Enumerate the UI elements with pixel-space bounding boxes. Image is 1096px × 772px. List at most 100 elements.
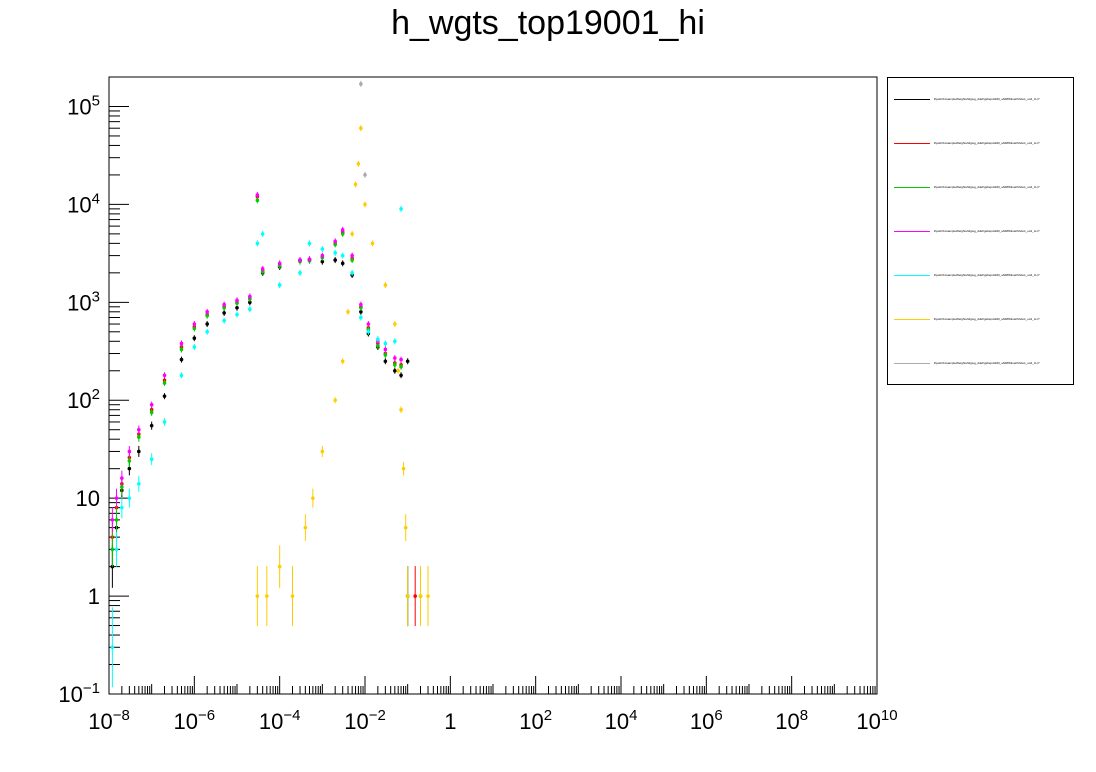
data-point bbox=[350, 253, 354, 258]
data-point bbox=[340, 261, 345, 266]
data-point bbox=[120, 476, 124, 480]
data-point bbox=[333, 398, 337, 403]
data-point bbox=[192, 322, 197, 326]
tick-labels: 10−8 10−6 10−4 10−2 1 102 104 106 108 1010 10−1 1 10… bbox=[58, 92, 897, 734]
data-point bbox=[418, 594, 423, 598]
legend-swatch bbox=[894, 319, 930, 320]
data-point bbox=[383, 347, 388, 352]
data-point bbox=[162, 373, 167, 378]
data-point bbox=[303, 525, 308, 530]
data-point bbox=[290, 594, 295, 598]
data-point bbox=[260, 266, 265, 271]
data-point bbox=[120, 505, 124, 510]
data-point bbox=[248, 300, 252, 305]
legend-swatch bbox=[894, 231, 930, 232]
data-point bbox=[350, 271, 354, 275]
data-point bbox=[149, 410, 154, 415]
data-point bbox=[162, 394, 167, 398]
data-point bbox=[307, 257, 312, 262]
data-point bbox=[399, 357, 403, 362]
data-point bbox=[399, 407, 403, 412]
data-point bbox=[401, 466, 406, 471]
x-tick-label: 102 bbox=[519, 707, 552, 734]
data-point bbox=[137, 427, 141, 432]
data-point bbox=[149, 423, 154, 428]
data-point bbox=[383, 353, 388, 357]
chart-title: h_wgts_top19001_hi bbox=[391, 4, 705, 42]
data-point bbox=[277, 564, 282, 569]
data-point bbox=[127, 459, 132, 463]
legend-entry: lhpeb/rbcsampleWeights/tdgwg_ddef/gsbepd… bbox=[894, 271, 1069, 281]
data-series bbox=[255, 125, 430, 627]
legend-entry: lhpeb/rbcsampleWeights/tdgwg_ddef/gsbepd… bbox=[894, 359, 1069, 369]
legend-entry: lhpeb/rbcsampleWeights/tdgwg_ddef/gsbepd… bbox=[894, 139, 1069, 149]
data-point bbox=[120, 485, 124, 489]
data-point bbox=[162, 381, 167, 385]
data-point bbox=[248, 307, 252, 312]
data-point bbox=[383, 359, 388, 364]
legend: lhpeb/rbcsampleWeights/tdgwg_ddef/gsbepd… bbox=[887, 77, 1074, 385]
data-point bbox=[359, 302, 363, 307]
data-point bbox=[359, 310, 363, 314]
data-series bbox=[110, 193, 417, 627]
data-point bbox=[353, 182, 358, 187]
data-point bbox=[399, 364, 403, 369]
data-point bbox=[149, 457, 154, 461]
data-point bbox=[307, 241, 312, 246]
data-point bbox=[363, 173, 367, 177]
data-point bbox=[359, 82, 363, 86]
axis-ticks bbox=[108, 76, 878, 695]
data-point bbox=[192, 336, 197, 341]
data-point bbox=[399, 373, 403, 378]
data-point bbox=[311, 496, 315, 500]
data-point bbox=[340, 253, 345, 258]
data-point bbox=[376, 343, 380, 348]
data-point bbox=[149, 402, 154, 407]
data-point bbox=[359, 126, 363, 131]
data-point bbox=[403, 525, 408, 530]
data-point bbox=[366, 329, 371, 334]
data-point bbox=[405, 594, 410, 598]
data-point bbox=[320, 259, 325, 264]
data-point bbox=[127, 449, 132, 454]
data-point bbox=[370, 241, 375, 246]
data-point bbox=[110, 645, 115, 650]
data-point bbox=[235, 312, 239, 317]
legend-label: lhpeb/rbcsampleWeights/tdgwg_ddef/gsbepd… bbox=[934, 317, 1040, 321]
data-point bbox=[260, 232, 265, 236]
data-point bbox=[127, 466, 132, 471]
y-tick-label: 105 bbox=[67, 92, 100, 119]
data-point bbox=[179, 373, 184, 378]
data-point bbox=[205, 313, 209, 318]
data-series bbox=[110, 191, 410, 627]
y-tick-label: 103 bbox=[67, 288, 100, 315]
legend-label: lhpeb/rbcsampleWeights/tdgwg_ddef/gsbepd… bbox=[934, 185, 1040, 189]
data-point bbox=[340, 228, 345, 232]
legend-entry: lhpeb/rbcsampleWeights/tdgwg_ddef/gsbepd… bbox=[894, 183, 1069, 193]
data-point bbox=[320, 449, 325, 454]
data-series bbox=[110, 256, 410, 588]
x-tick-label: 104 bbox=[605, 707, 638, 734]
data-point bbox=[350, 258, 354, 262]
data-point bbox=[137, 449, 141, 454]
data-point bbox=[248, 294, 252, 299]
data-point bbox=[137, 482, 141, 486]
data-point bbox=[277, 261, 282, 266]
data-point bbox=[363, 202, 367, 207]
data-point bbox=[260, 269, 265, 274]
legend-entry: lhpeb/rbcsampleWeights/tdgwg_ddef/gsbepd… bbox=[894, 95, 1069, 105]
legend-entry: lhpeb/rbcsampleWeights/tdgwg_ddef/gsbepd… bbox=[894, 315, 1069, 325]
legend-swatch bbox=[894, 143, 930, 144]
x-tick-label: 106 bbox=[690, 707, 723, 734]
legend-label: lhpeb/rbcsampleWeights/tdgwg_ddef/gsbepd… bbox=[934, 141, 1040, 145]
x-tick-label: 1010 bbox=[856, 707, 897, 734]
data-point bbox=[137, 435, 141, 439]
data-point bbox=[114, 547, 119, 552]
data-point bbox=[222, 305, 226, 310]
data-point bbox=[426, 594, 430, 598]
data-point bbox=[114, 496, 119, 500]
data-series bbox=[110, 197, 423, 627]
data-point bbox=[320, 247, 325, 251]
legend-swatch bbox=[894, 275, 930, 276]
